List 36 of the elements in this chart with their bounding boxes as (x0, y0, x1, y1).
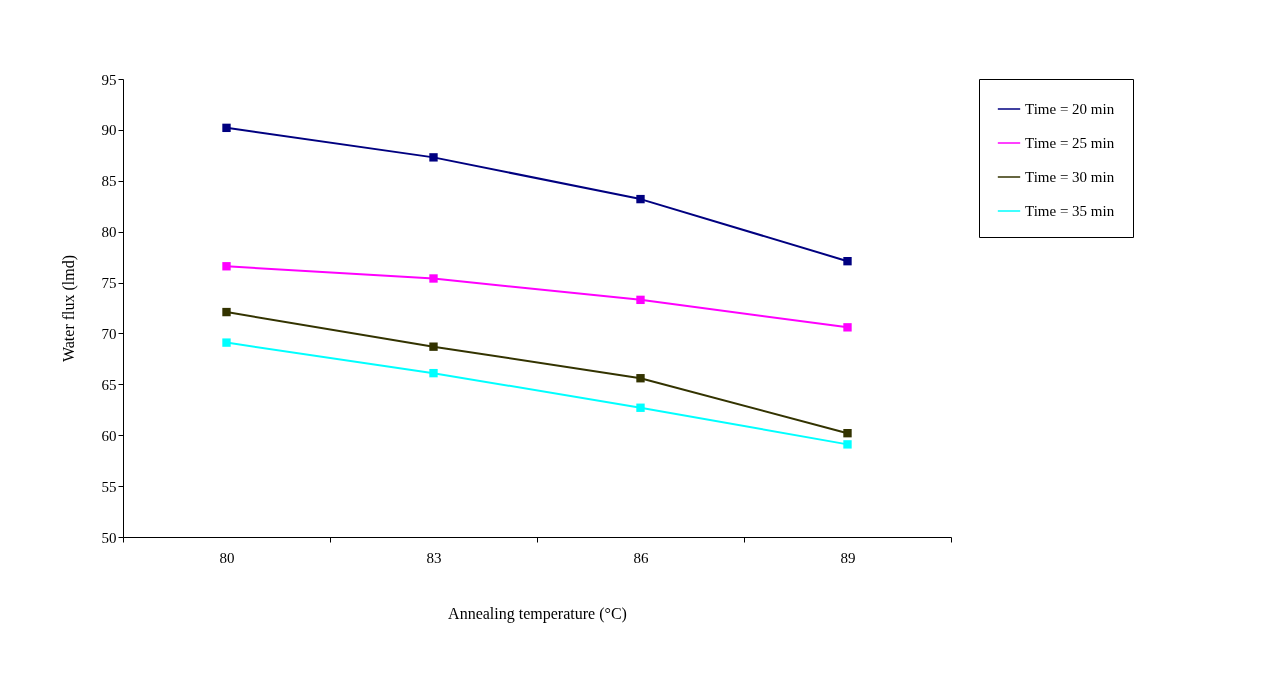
y-tick-label: 70 (101, 325, 117, 342)
y-tick-label: 80 (101, 224, 117, 241)
point (429, 342, 438, 351)
y-tick-label: 55 (101, 478, 117, 495)
legend-label: Time = 35 min (1025, 203, 1115, 219)
x-axis-title: Annealing temperature (°C) (448, 604, 627, 623)
y-tick-label: 65 (101, 376, 117, 393)
point (636, 194, 645, 204)
point (222, 338, 231, 347)
point (222, 307, 231, 317)
point (843, 323, 852, 332)
legend-label: Time = 30 min (1025, 169, 1115, 185)
y-tick-label: 75 (101, 275, 117, 292)
point (843, 429, 852, 438)
point (843, 257, 852, 266)
y-tick-label: 50 (101, 529, 117, 546)
legend-label: Time = 25 min (1025, 135, 1115, 151)
x-tick-label: 83 (426, 549, 442, 566)
legend-label: Time = 20 min (1025, 101, 1115, 117)
point (222, 262, 231, 271)
x-tick-label: 80 (219, 549, 235, 566)
y-tick-label: 95 (101, 71, 117, 88)
x-tick-label: 86 (633, 549, 649, 566)
point (222, 123, 231, 133)
point (636, 295, 645, 305)
y-tick-label: 60 (101, 427, 117, 444)
point (429, 368, 438, 378)
point (429, 274, 438, 283)
x-tick-label: 89 (840, 549, 856, 566)
point (636, 374, 645, 383)
point (429, 153, 438, 162)
point (843, 440, 852, 449)
y-tick-label: 90 (101, 122, 117, 139)
point (636, 403, 645, 412)
y-axis-title: Water flux (lmd) (59, 254, 78, 363)
y-tick-label: 85 (101, 173, 117, 190)
